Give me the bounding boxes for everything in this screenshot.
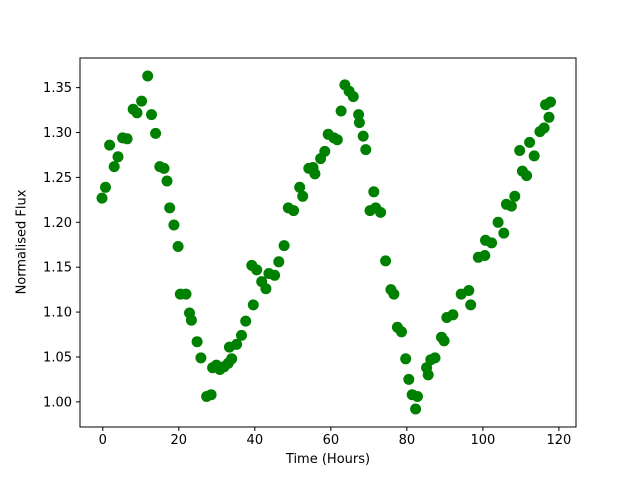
x-tick-label: 120: [546, 433, 571, 448]
data-point: [357, 130, 369, 142]
y-tick-label: 1.15: [43, 261, 72, 276]
data-point: [136, 95, 148, 107]
data-point: [104, 139, 116, 151]
data-point: [486, 237, 498, 249]
data-point: [146, 109, 157, 121]
y-tick-label: 1.10: [43, 306, 72, 321]
data-point: [205, 389, 217, 401]
data-point: [142, 70, 154, 82]
data-point: [158, 162, 170, 174]
data-point: [247, 299, 259, 311]
data-point: [403, 373, 415, 385]
x-tick-label: 0: [99, 433, 107, 448]
data-point: [543, 111, 555, 123]
data-point: [108, 161, 120, 173]
data-point: [309, 168, 321, 180]
data-point: [185, 314, 197, 326]
data-point: [335, 105, 347, 117]
data-point: [438, 335, 450, 347]
data-point: [375, 206, 387, 218]
data-point: [400, 353, 412, 365]
data-point: [353, 117, 365, 129]
y-axis-label: Normalised Flux: [14, 189, 30, 295]
data-point: [538, 122, 550, 134]
data-point: [297, 190, 309, 202]
data-point: [180, 288, 192, 300]
data-point: [368, 186, 380, 198]
data-point: [509, 190, 521, 202]
data-point: [463, 285, 475, 296]
data-point: [498, 227, 510, 239]
y-tick-label: 1.00: [43, 395, 72, 410]
data-point: [492, 216, 504, 228]
data-point: [131, 107, 143, 119]
x-axis-label: Time (Hours): [285, 452, 371, 467]
data-point: [278, 240, 290, 252]
data-point: [388, 288, 400, 300]
data-point: [100, 181, 111, 193]
data-point: [331, 134, 343, 146]
y-tick-label: 1.20: [43, 216, 72, 231]
data-point: [410, 403, 422, 415]
data-point: [260, 283, 272, 295]
data-point: [168, 219, 180, 231]
data-point: [514, 145, 526, 156]
data-point: [288, 205, 300, 217]
data-point: [545, 96, 556, 108]
data-point: [121, 133, 133, 145]
x-tick-label: 20: [171, 433, 188, 448]
data-point: [161, 175, 173, 187]
data-point: [528, 150, 540, 162]
data-point: [447, 309, 459, 321]
data-point: [396, 326, 407, 338]
data-point: [231, 338, 243, 350]
data-point: [195, 352, 207, 364]
data-point: [150, 127, 162, 139]
data-point: [226, 353, 238, 365]
y-tick-label: 1.25: [43, 171, 72, 186]
x-tick-label: 100: [470, 433, 495, 448]
data-point: [273, 256, 285, 268]
x-tick-label: 40: [247, 433, 264, 448]
data-point: [380, 255, 392, 267]
x-tick-label: 60: [323, 433, 340, 448]
data-point: [505, 200, 517, 212]
data-point: [164, 202, 176, 214]
data-point: [269, 269, 281, 281]
data-point: [360, 144, 372, 156]
data-point: [465, 299, 477, 311]
data-point: [479, 250, 491, 261]
data-point: [319, 145, 331, 157]
data-point: [236, 329, 247, 341]
data-point: [251, 264, 263, 276]
data-point: [353, 109, 365, 121]
data-point: [294, 181, 306, 193]
data-point: [191, 336, 203, 348]
data-point: [240, 315, 252, 327]
data-point: [422, 369, 434, 381]
y-tick-label: 1.35: [43, 81, 72, 96]
x-tick-label: 80: [399, 433, 416, 448]
data-point: [112, 151, 124, 163]
data-point: [172, 241, 184, 252]
data-point: [429, 352, 441, 364]
data-point: [347, 91, 359, 103]
data-point: [521, 170, 533, 182]
data-point: [412, 391, 423, 402]
y-tick-label: 1.05: [43, 351, 72, 366]
y-tick-label: 1.30: [43, 126, 72, 141]
data-point: [524, 136, 536, 148]
data-point: [96, 192, 108, 204]
